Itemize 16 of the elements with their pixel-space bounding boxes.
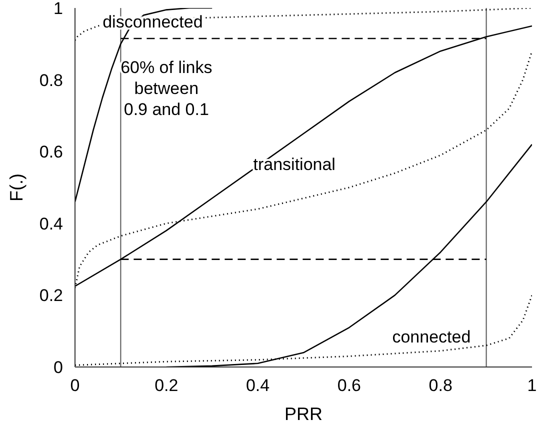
y-tick-label: 0.4	[39, 214, 63, 234]
x-tick-label: 0.2	[154, 376, 178, 396]
y-tick-label: 0.2	[39, 286, 63, 306]
x-tick-label: 0	[70, 376, 80, 396]
x-tick-label: 0.6	[337, 376, 362, 396]
x-tick-label: 0.4	[246, 376, 270, 396]
y-tick-label: 1	[54, 0, 63, 18]
x-tick-label: 0.8	[428, 376, 452, 396]
y-tick-label: 0.6	[39, 142, 63, 162]
x-tick-label: 1	[527, 376, 537, 396]
annotation: 60% of links between 0.9 and 0.1	[120, 58, 212, 119]
y-axis-title: F(.)	[6, 174, 26, 202]
annotation: connected	[392, 327, 471, 346]
y-tick-label: 0.8	[39, 70, 63, 90]
x-axis-title: PRR	[284, 404, 323, 424]
y-tick-label: 0	[54, 358, 63, 378]
